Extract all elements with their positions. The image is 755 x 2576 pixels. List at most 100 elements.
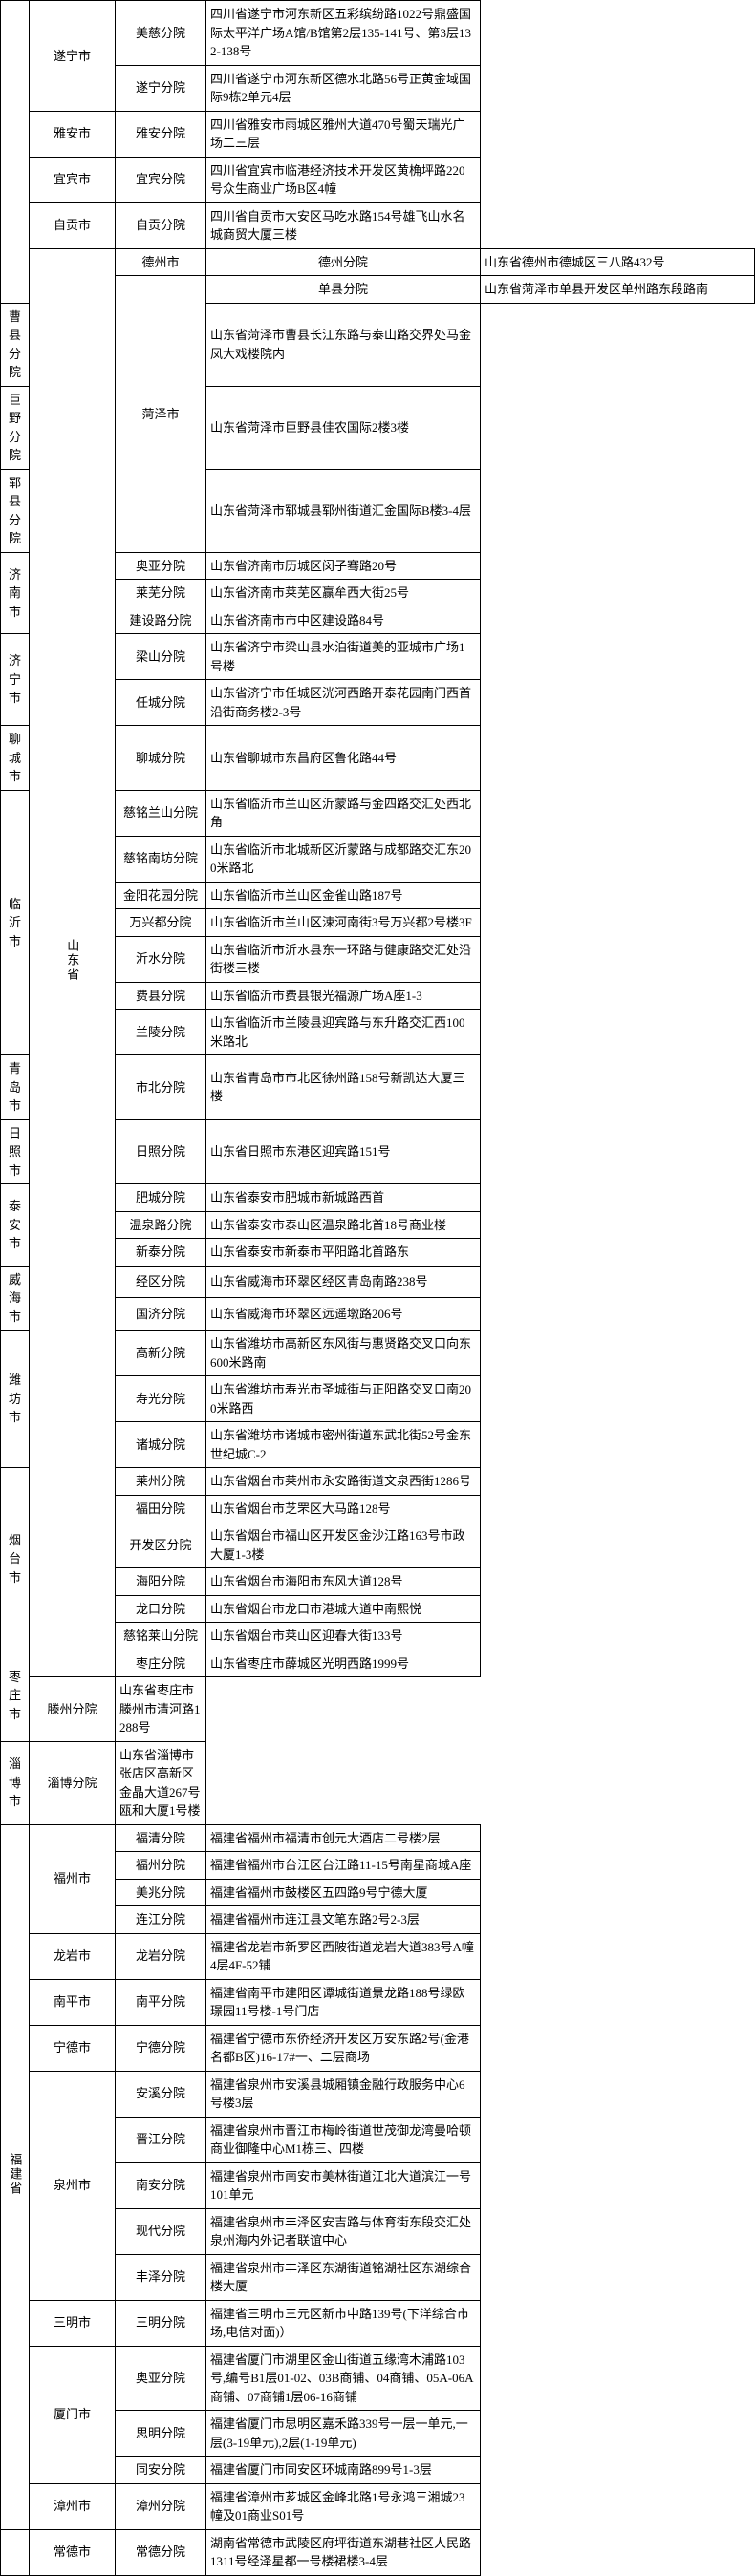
- table-row: 淄博市淄博分院山东省淄博市张店区高新区金晶大道267号瓯和大厦1号楼: [1, 1741, 755, 1824]
- table-row: 漳州市漳州分院福建省漳州市芗城区金峰北路1号永鸿三湘城23幢及01商业S01号: [1, 2483, 755, 2529]
- table-row: 宜宾市宜宾分院四川省宜宾市临港经济技术开发区黄桷坪路220号众生商业广场B区4幢: [1, 157, 755, 202]
- address-cell: 福建省龙岩市新罗区西陂街道龙岩大道383号A幢4层4F-52铺: [206, 1933, 481, 1979]
- branch-cell: 枣庄分院: [116, 1650, 206, 1677]
- branch-cell: 福田分院: [116, 1495, 206, 1522]
- branch-cell: 现代分院: [116, 2208, 206, 2254]
- branch-cell: 日照分院: [116, 1119, 206, 1184]
- branch-cell: 莱州分院: [116, 1468, 206, 1496]
- address-cell: 福建省福州市福清市创元大酒店二号楼2层: [206, 1824, 481, 1852]
- address-cell: 福建省泉州市丰泽区东湖街道铭湖社区东湖综合楼大厦: [206, 2254, 481, 2300]
- address-cell: 山东省临沂市兰山区金雀山路187号: [206, 882, 481, 909]
- city-cell: 自贡市: [30, 202, 116, 248]
- address-cell: 福建省南平市建阳区谭城街道景龙路188号绿欧璟园11号楼-1号门店: [206, 1979, 481, 2025]
- address-cell: 福建省泉州市安溪县城厢镇金融行政服务中心6号楼3层: [206, 2071, 481, 2117]
- address-cell: 山东省枣庄市滕州市清河路1288号: [116, 1677, 206, 1742]
- branch-cell: 龙岩分院: [116, 1933, 206, 1979]
- branch-cell: 建设路分院: [116, 607, 206, 634]
- address-cell: 山东省临沂市兰陵县迎宾路与东升路交汇西100米路北: [206, 1010, 481, 1055]
- address-cell: 山东省济宁市梁山县水泊街道美的亚城市广场1号楼: [206, 634, 481, 680]
- branch-cell: 诸城分院: [116, 1422, 206, 1468]
- address-cell: 山东省泰安市新泰市平阳路北首路东: [206, 1239, 481, 1267]
- address-cell: 福建省厦门市思明区嘉禾路339号一层一单元,一层(3-19单元),2层(1-19…: [206, 2411, 481, 2457]
- city-cell: 德州市: [116, 248, 206, 276]
- province-cell: [1, 2529, 30, 2575]
- branch-cell: 费县分院: [116, 982, 206, 1010]
- address-cell: 山东省临沂市兰山区沂蒙路与金四路交汇处西北角: [206, 790, 481, 836]
- address-cell: 山东省德州市德城区三八路432号: [481, 248, 755, 276]
- branch-cell: 万兴都分院: [116, 909, 206, 937]
- address-cell: 山东省泰安市肥城市新城路西首: [206, 1184, 481, 1212]
- city-cell: 三明市: [30, 2300, 116, 2346]
- branch-cell: 慈铭莱山分院: [116, 1623, 206, 1650]
- branch-cell: 南安分院: [116, 2162, 206, 2208]
- city-cell: 厦门市: [30, 2346, 116, 2483]
- branch-cell: 南平分院: [116, 1979, 206, 2025]
- city-cell: 威海市: [1, 1266, 30, 1331]
- address-cell: 山东省临沂市沂水县东一环路与健康路交汇处沿街楼三楼: [206, 936, 481, 982]
- city-cell: 菏泽市: [116, 276, 206, 553]
- branch-cell: 聊城分院: [116, 726, 206, 791]
- branch-cell: 同安分院: [116, 2457, 206, 2484]
- address-cell: 山东省烟台市莱州市永安路街道文泉西街1286号: [206, 1468, 481, 1496]
- address-cell: 四川省遂宁市河东新区德水北路56号正黄金域国际9栋2单元4层: [206, 65, 481, 111]
- branch-cell: 自贡分院: [116, 202, 206, 248]
- address-cell: 福建省厦门市湖里区金山街道五缘湾木浦路103号,编号B1层01-02、03B商铺…: [206, 2346, 481, 2411]
- province-label: 福建省: [6, 2153, 25, 2196]
- address-cell: 山东省烟台市芝罘区大马路128号: [206, 1495, 481, 1522]
- table-row: 福建省福州市福清分院福建省福州市福清市创元大酒店二号楼2层: [1, 1824, 755, 1852]
- branch-cell: 宜宾分院: [116, 157, 206, 202]
- address-cell: 山东省临沂市兰山区涑河南街3号万兴都2号楼3F: [206, 909, 481, 937]
- branch-cell: 市北分院: [116, 1055, 206, 1120]
- branch-cell: 寿光分院: [116, 1376, 206, 1422]
- city-cell: 漳州市: [30, 2483, 116, 2529]
- address-cell: 山东省烟台市莱山区迎春大街133号: [206, 1623, 481, 1650]
- address-cell: 山东省泰安市泰山区温泉路北首18号商业楼: [206, 1211, 481, 1239]
- city-cell: 潍坊市: [1, 1331, 30, 1468]
- table-row: 龙岩市龙岩分院福建省龙岩市新罗区西陂街道龙岩大道383号A幢4层4F-52铺: [1, 1933, 755, 1979]
- address-cell: 山东省菏泽市曹县长江东路与泰山路交界处马金凤大戏楼院内: [206, 303, 481, 386]
- city-cell: 烟台市: [1, 1468, 30, 1650]
- province-cell: [1, 1, 30, 304]
- table-row: 滕州分院山东省枣庄市滕州市清河路1288号: [1, 1677, 755, 1742]
- branch-cell: 德州分院: [206, 248, 481, 276]
- table-row: 自贡市自贡分院四川省自贡市大安区马吃水路154号雄飞山水名城商贸大厦三楼: [1, 202, 755, 248]
- branch-cell: 新泰分院: [116, 1239, 206, 1267]
- city-cell: 泉州市: [30, 2071, 116, 2300]
- branch-cell: 慈铭兰山分院: [116, 790, 206, 836]
- address-cell: 四川省自贡市大安区马吃水路154号雄飞山水名城商贸大厦三楼: [206, 202, 481, 248]
- address-cell: 福建省宁德市东侨经济开发区万安东路2号(金港名都B区)16-17#一、二层商场: [206, 2025, 481, 2071]
- table-row: 泉州市安溪分院福建省泉州市安溪县城厢镇金融行政服务中心6号楼3层: [1, 2071, 755, 2117]
- table-row: 南平市南平分院福建省南平市建阳区谭城街道景龙路188号绿欧璟园11号楼-1号门店: [1, 1979, 755, 2025]
- address-cell: 山东省潍坊市诸城市密州街道东武北街52号金东世纪城C-2: [206, 1422, 481, 1468]
- branch-cell: 漳州分院: [116, 2483, 206, 2529]
- branch-cell: 海阳分院: [116, 1568, 206, 1596]
- branch-cell: 常德分院: [116, 2529, 206, 2575]
- province-cell: 山东省: [30, 248, 116, 1677]
- branch-cell: 连江分院: [116, 1906, 206, 1934]
- address-cell: 福建省福州市台江区台江路11-15号南星商城A座: [206, 1852, 481, 1880]
- table-row: 厦门市奥亚分院福建省厦门市湖里区金山街道五缘湾木浦路103号,编号B1层01-0…: [1, 2346, 755, 2411]
- address-cell: 山东省枣庄市薛城区光明西路1999号: [206, 1650, 481, 1677]
- city-cell: 临沂市: [1, 790, 30, 1055]
- branch-cell: 奥亚分院: [116, 552, 206, 580]
- address-cell: 山东省潍坊市高新区东风街与惠贤路交叉口向东600米路南: [206, 1331, 481, 1376]
- address-cell: 山东省威海市环翠区远遥墩路206号: [206, 1298, 481, 1331]
- branch-cell: 梁山分院: [116, 634, 206, 680]
- branch-cell: 莱芜分院: [116, 580, 206, 607]
- city-cell: 龙岩市: [30, 1933, 116, 1979]
- address-cell: 福建省漳州市芗城区金峰北路1号永鸿三湘城23幢及01商业S01号: [206, 2483, 481, 2529]
- branch-cell: 丰泽分院: [116, 2254, 206, 2300]
- branch-cell: 雅安分院: [116, 111, 206, 157]
- city-cell: 常德市: [30, 2529, 116, 2575]
- table-row: 三明市三明分院福建省三明市三元区新市中路139号(下洋综合市场,电信对面)）: [1, 2300, 755, 2346]
- branch-cell: 开发区分院: [116, 1522, 206, 1568]
- branch-cell: 滕州分院: [30, 1677, 116, 1742]
- branch-cell: 福清分院: [116, 1824, 206, 1852]
- branch-cell: 龙口分院: [116, 1595, 206, 1623]
- address-cell: 山东省济南市市中区建设路84号: [206, 607, 481, 634]
- city-cell: 雅安市: [30, 111, 116, 157]
- address-cell: 福建省厦门市同安区环城南路899号1-3层: [206, 2457, 481, 2484]
- address-cell: 福建省泉州市南安市美林街道江北大道滨江一号101单元: [206, 2162, 481, 2208]
- table-row: 宁德市宁德分院福建省宁德市东侨经济开发区万安东路2号(金港名都B区)16-17#…: [1, 2025, 755, 2071]
- city-cell: 福州市: [30, 1824, 116, 1933]
